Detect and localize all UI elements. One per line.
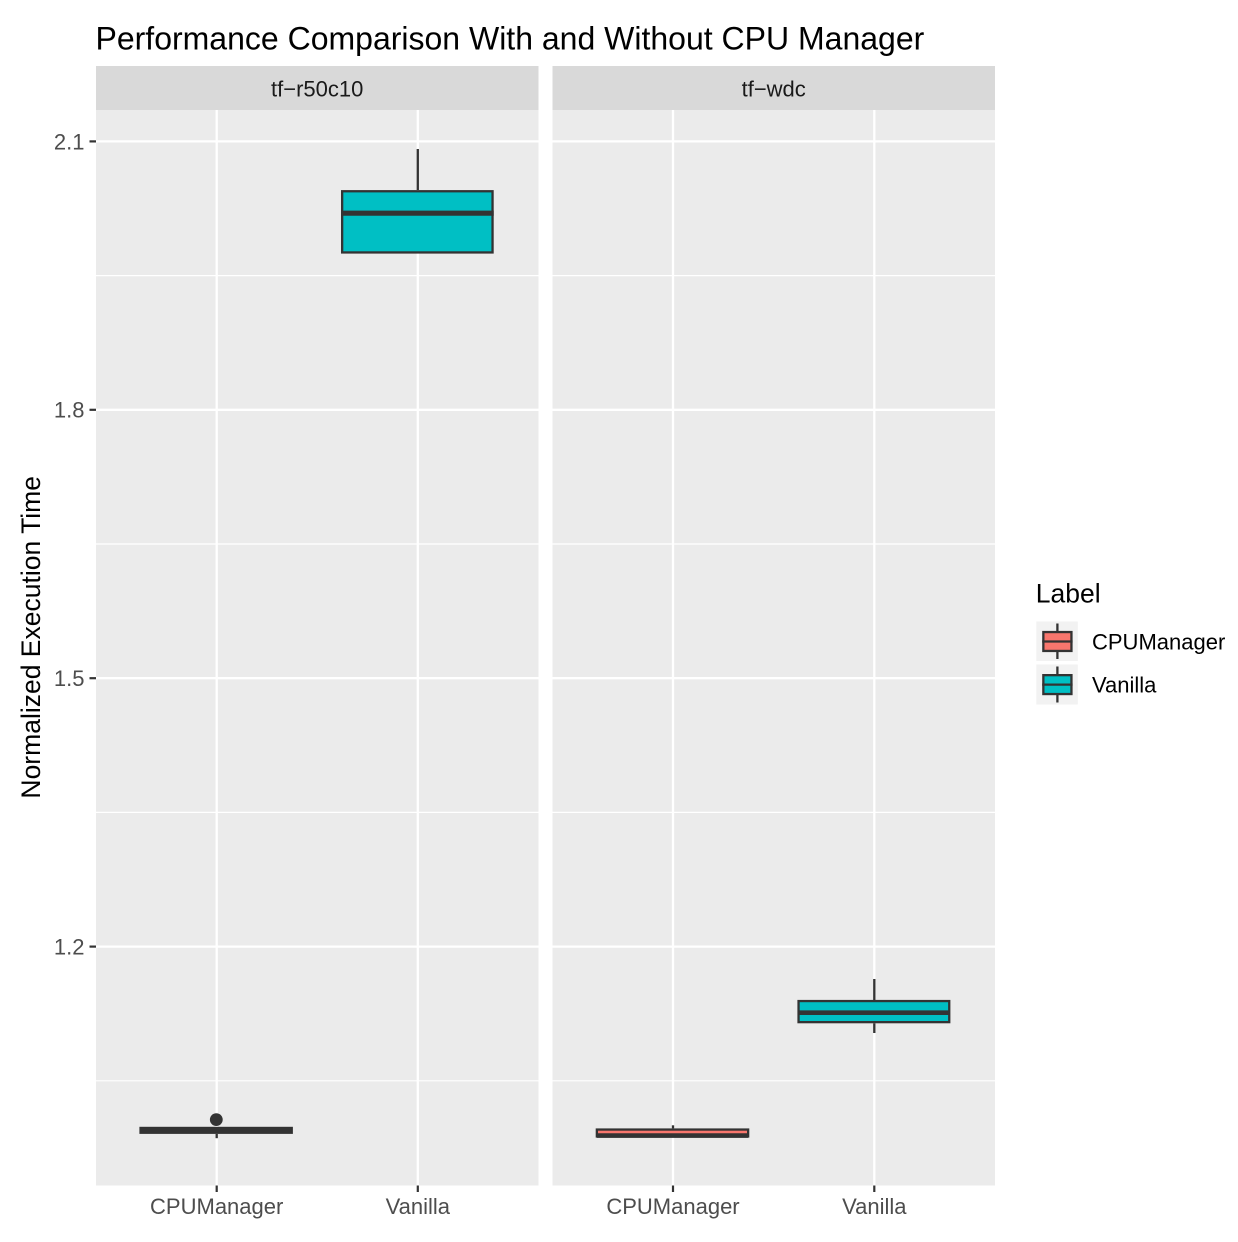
svg-text:Performance Comparison With an: Performance Comparison With and Without … xyxy=(96,21,925,57)
svg-text:1.2: 1.2 xyxy=(54,935,85,960)
svg-text:tf−r50c10: tf−r50c10 xyxy=(271,77,363,102)
svg-text:Label: Label xyxy=(1036,579,1101,609)
svg-text:Vanilla: Vanilla xyxy=(386,1194,451,1219)
svg-text:CPUManager: CPUManager xyxy=(1092,629,1225,654)
svg-text:2.1: 2.1 xyxy=(54,129,85,154)
svg-text:CPUManager: CPUManager xyxy=(606,1194,739,1219)
svg-text:Normalized Execution Time: Normalized Execution Time xyxy=(16,476,46,799)
svg-text:Vanilla: Vanilla xyxy=(1092,673,1157,698)
svg-text:CPUManager: CPUManager xyxy=(150,1194,283,1219)
svg-text:Vanilla: Vanilla xyxy=(842,1194,907,1219)
svg-text:1.8: 1.8 xyxy=(54,398,85,423)
svg-text:tf−wdc: tf−wdc xyxy=(742,77,806,102)
svg-text:1.5: 1.5 xyxy=(54,666,85,691)
